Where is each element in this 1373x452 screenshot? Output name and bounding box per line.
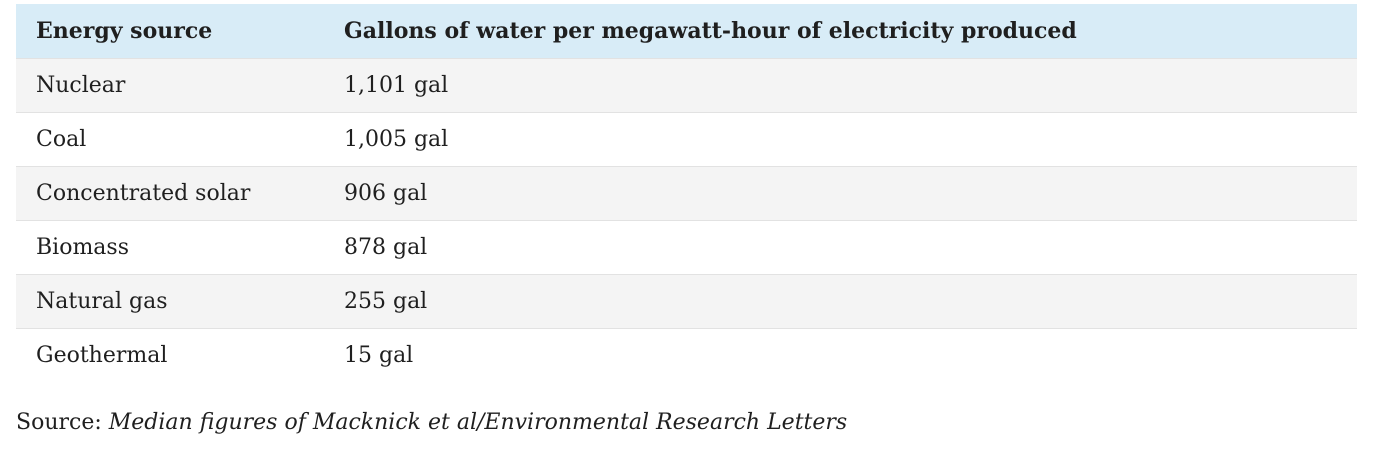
energy-source-cell: Natural gas [16, 274, 324, 329]
energy-source-cell: Biomass [16, 220, 324, 275]
gallons-value-cell: 15 gal [344, 343, 414, 368]
table-row: Coal 1,005 gal [16, 112, 1357, 167]
gallons-value-cell: 1,005 gal [324, 112, 1357, 167]
column-header-energy-source: Energy source [16, 4, 324, 59]
table-row: Concentrated solar 906 gal [16, 166, 1357, 221]
energy-source-cell: Coal [16, 112, 324, 167]
source-label: Source: [16, 410, 102, 435]
column-header-gallons: Gallons of water per megawatt-hour of el… [324, 4, 1357, 59]
table-row: Biomass 878 gal [16, 220, 1357, 275]
energy-source-cell: Nuclear [16, 58, 324, 113]
gallons-value-cell: 906 gal [324, 166, 1357, 221]
data-table-container: Energy source Gallons of water per megaw… [16, 4, 1357, 382]
gallons-value-cell: 1,101 gal [324, 58, 1357, 113]
gallons-value-cell: 255 gal [324, 274, 1357, 329]
source-note: Source: Median figures of Macknick et al… [16, 410, 847, 435]
table-header-row: Energy source Gallons of water per megaw… [16, 4, 1357, 59]
table-row: Natural gas 255 gal [16, 274, 1357, 329]
table-body: Nuclear 1,101 gal Coal 1,005 gal Concentrate… [16, 58, 1357, 382]
source-citation: Median figures of Macknick et al/Environ… [108, 410, 848, 435]
water-use-table: Energy source Gallons of water per megaw… [16, 4, 1357, 382]
table-row: Nuclear 1,101 gal [16, 58, 1357, 113]
gallons-value-cell: 878 gal [324, 220, 1357, 275]
energy-source-cell: Geothermal [36, 343, 168, 368]
energy-source-cell: Concentrated solar [16, 166, 324, 221]
table-row: Geothermal 15 gal [16, 328, 1357, 382]
